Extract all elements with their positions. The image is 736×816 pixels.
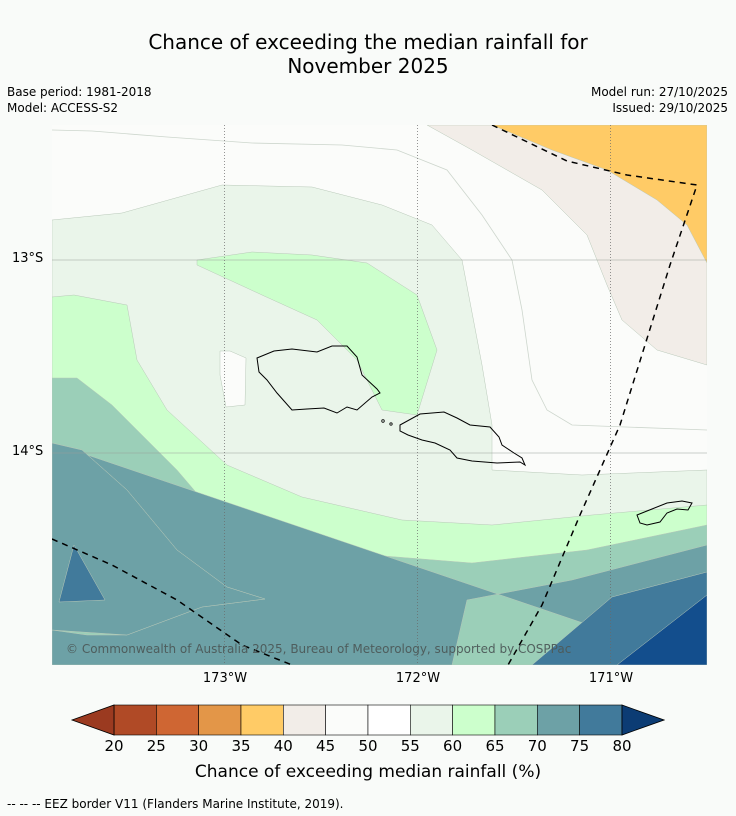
meta-left: Base period: 1981-2018 Model: ACCESS-S2 xyxy=(7,84,152,116)
model-name: Model: ACCESS-S2 xyxy=(7,101,119,115)
copyright-text: © Commonwealth of Australia 2025, Bureau… xyxy=(66,642,571,656)
colorbar-segment xyxy=(536,704,580,736)
band-80 xyxy=(616,594,707,665)
map-title: Chance of exceeding the median rainfall … xyxy=(0,30,736,78)
islet xyxy=(381,419,385,423)
colorbar-tick-label: 25 xyxy=(146,737,166,755)
lon-label-171w: 171°W xyxy=(588,671,634,686)
lat-label-13s: 13°S xyxy=(12,251,44,266)
colorbar-segment xyxy=(240,704,284,736)
colorbar-tick-label: 30 xyxy=(189,737,209,755)
colorbar-tick-label: 20 xyxy=(104,737,124,755)
rainfall-map: © Commonwealth of Australia 2025, Bureau… xyxy=(52,125,707,665)
colorbar-segment xyxy=(367,704,411,736)
savaii-island xyxy=(256,345,381,414)
colorbar-segment xyxy=(198,704,242,736)
contour-55-west xyxy=(52,129,707,431)
band-60-north xyxy=(196,251,438,416)
eez-border-east xyxy=(491,125,698,665)
colorbar-segment xyxy=(156,704,199,736)
island-50 xyxy=(219,350,247,408)
colorbar-tick-label: 60 xyxy=(443,737,463,755)
meta-right: Model run: 27/10/2025 Issued: 29/10/2025 xyxy=(591,84,728,116)
title-line-1: Chance of exceeding the median rainfall … xyxy=(148,30,588,54)
colorbar-segment xyxy=(113,704,157,736)
eez-footnote: -- -- -- EEZ border V11 (Flanders Marine… xyxy=(7,797,344,811)
model-run: Model run: 27/10/2025 xyxy=(590,85,728,99)
colorbar-segment xyxy=(410,704,453,736)
colorbar-segment xyxy=(283,704,326,736)
colorbar-tick-label: 65 xyxy=(485,737,505,755)
colorbar xyxy=(70,704,665,736)
colorbar-over-triangle xyxy=(621,704,665,736)
colorbar-segment xyxy=(579,704,623,736)
title-line-2: November 2025 xyxy=(287,54,449,78)
colorbar-tick-label: 45 xyxy=(316,737,336,755)
colorbar-under-triangle xyxy=(70,704,115,736)
eez-border-west xyxy=(52,538,293,665)
islet xyxy=(389,422,393,426)
band-35 xyxy=(491,125,707,264)
upolu-island xyxy=(399,411,527,467)
tutuila-island xyxy=(636,500,693,526)
colorbar-tick-label: 75 xyxy=(570,737,590,755)
colorbar-segment xyxy=(325,704,369,736)
colorbar-tick-label: 40 xyxy=(273,737,293,755)
colorbar-segment xyxy=(452,704,496,736)
colorbar-segment xyxy=(494,704,538,736)
lat-label-14s: 14°S xyxy=(12,444,44,459)
issued-date: Issued: 29/10/2025 xyxy=(612,101,728,115)
colorbar-tick-label: 55 xyxy=(400,737,420,755)
band-70-west xyxy=(52,442,266,636)
lon-label-172w: 172°W xyxy=(395,671,441,686)
base-period: Base period: 1981-2018 xyxy=(7,85,152,99)
colorbar-tick-label: 35 xyxy=(231,737,251,755)
colorbar-title: Chance of exceeding median rainfall (%) xyxy=(194,762,542,782)
lon-label-173w: 173°W xyxy=(202,671,248,686)
colorbar-tick-label: 70 xyxy=(527,737,547,755)
colorbar-tick-label: 50 xyxy=(358,737,378,755)
colorbar-tick-label: 80 xyxy=(612,737,632,755)
band-75-west xyxy=(58,544,106,603)
